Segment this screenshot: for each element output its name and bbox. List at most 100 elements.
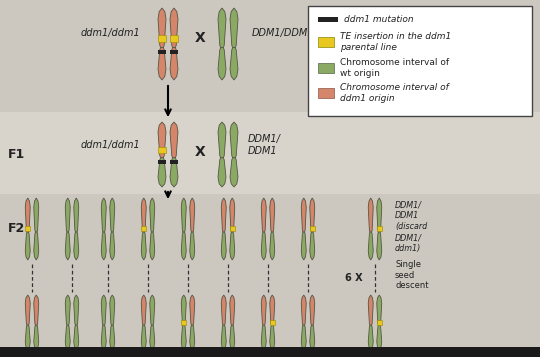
Polygon shape <box>270 295 275 325</box>
Polygon shape <box>218 47 226 80</box>
Polygon shape <box>110 198 114 232</box>
Polygon shape <box>230 198 235 232</box>
Polygon shape <box>301 198 306 232</box>
Polygon shape <box>377 325 382 350</box>
Polygon shape <box>74 295 79 325</box>
Bar <box>270 320 275 325</box>
Text: Chromosome interval of
wt origin: Chromosome interval of wt origin <box>340 58 449 78</box>
Polygon shape <box>25 232 30 260</box>
Text: Chromosome interval of
ddm1 origin: Chromosome interval of ddm1 origin <box>340 83 449 103</box>
Polygon shape <box>301 325 306 350</box>
Polygon shape <box>150 198 155 232</box>
Polygon shape <box>181 295 186 325</box>
Polygon shape <box>230 158 238 187</box>
Polygon shape <box>141 295 146 325</box>
Polygon shape <box>158 8 166 47</box>
Polygon shape <box>102 295 106 325</box>
Text: 6 X: 6 X <box>346 273 363 283</box>
Polygon shape <box>270 325 275 350</box>
Polygon shape <box>221 295 226 325</box>
Polygon shape <box>190 325 195 350</box>
Polygon shape <box>270 232 275 260</box>
Bar <box>158 160 166 164</box>
Polygon shape <box>190 198 195 232</box>
Polygon shape <box>261 295 266 325</box>
Polygon shape <box>368 198 373 232</box>
Polygon shape <box>310 325 315 350</box>
Bar <box>230 226 235 231</box>
Polygon shape <box>190 295 195 325</box>
Bar <box>0 0 540 112</box>
Polygon shape <box>110 295 114 325</box>
Polygon shape <box>33 295 39 325</box>
Text: ddm1 mutation: ddm1 mutation <box>344 15 414 25</box>
Text: ddm1/ddm1: ddm1/ddm1 <box>80 28 140 38</box>
Polygon shape <box>230 232 235 260</box>
Polygon shape <box>181 232 186 260</box>
Polygon shape <box>261 198 266 232</box>
Polygon shape <box>33 325 39 350</box>
Text: DDM1/
DDM1: DDM1/ DDM1 <box>248 134 281 156</box>
Polygon shape <box>102 198 106 232</box>
Polygon shape <box>181 198 186 232</box>
Text: ddm1/ddm1: ddm1/ddm1 <box>80 140 140 150</box>
Polygon shape <box>170 8 178 47</box>
Bar <box>377 320 382 325</box>
Text: F1: F1 <box>8 148 25 161</box>
Polygon shape <box>230 122 238 158</box>
Polygon shape <box>141 232 146 260</box>
Bar <box>377 226 382 231</box>
Polygon shape <box>170 122 178 158</box>
Polygon shape <box>158 158 166 187</box>
Bar <box>158 35 166 42</box>
Polygon shape <box>230 325 235 350</box>
Polygon shape <box>230 47 238 80</box>
Polygon shape <box>368 325 373 350</box>
Polygon shape <box>310 198 315 232</box>
Bar <box>318 88 334 98</box>
Polygon shape <box>33 198 39 232</box>
Polygon shape <box>25 325 30 350</box>
Text: X: X <box>194 145 205 159</box>
Polygon shape <box>102 232 106 260</box>
Polygon shape <box>310 232 315 260</box>
Polygon shape <box>377 295 382 325</box>
Polygon shape <box>65 295 70 325</box>
Polygon shape <box>218 122 226 158</box>
Bar <box>318 63 334 73</box>
Bar <box>318 37 334 47</box>
Polygon shape <box>65 325 70 350</box>
Polygon shape <box>221 198 226 232</box>
Polygon shape <box>150 325 155 350</box>
Polygon shape <box>368 232 373 260</box>
Polygon shape <box>74 198 79 232</box>
Bar <box>318 17 338 22</box>
Bar <box>158 50 166 54</box>
Polygon shape <box>261 232 266 260</box>
Bar <box>25 226 30 231</box>
Polygon shape <box>377 232 382 260</box>
Polygon shape <box>110 325 114 350</box>
Bar <box>0 194 540 347</box>
Polygon shape <box>310 295 315 325</box>
Polygon shape <box>301 295 306 325</box>
Polygon shape <box>141 198 146 232</box>
Polygon shape <box>158 47 166 80</box>
Polygon shape <box>170 158 178 187</box>
Text: F2: F2 <box>8 222 25 236</box>
Polygon shape <box>190 232 195 260</box>
Bar <box>0 112 540 194</box>
Bar <box>170 160 178 164</box>
Text: DDM1/
DDM1
(discard
DDM1/
ddm1): DDM1/ DDM1 (discard DDM1/ ddm1) <box>395 200 427 253</box>
Polygon shape <box>218 158 226 187</box>
Polygon shape <box>33 232 39 260</box>
Bar <box>0 347 540 357</box>
Polygon shape <box>301 232 306 260</box>
Text: TE insertion in the ddm1
parental line: TE insertion in the ddm1 parental line <box>340 32 451 52</box>
Polygon shape <box>261 325 266 350</box>
Polygon shape <box>141 325 146 350</box>
Polygon shape <box>158 122 166 158</box>
Polygon shape <box>74 232 79 260</box>
Text: DDM1/DDM1: DDM1/DDM1 <box>252 28 314 38</box>
Polygon shape <box>181 325 186 350</box>
